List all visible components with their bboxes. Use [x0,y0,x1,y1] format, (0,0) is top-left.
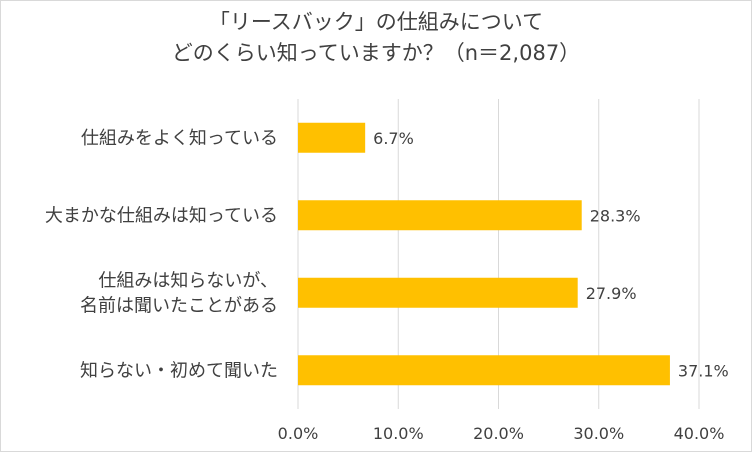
category-label: 名前は聞いたことがある [80,295,278,316]
x-tick-label: 40.0% [674,424,725,443]
bar [298,355,670,386]
bar [298,200,582,231]
category-label: 仕組みをよく知っている [81,128,278,149]
x-tick-label: 0.0% [278,424,319,443]
category-label: 大まかな仕組みは知っている [45,205,278,226]
x-tick-label: 20.0% [473,424,524,443]
data-label: 28.3% [590,206,641,225]
x-tick-label: 30.0% [573,424,624,443]
category-label: 仕組みは知らないが、 [98,270,278,291]
chart-title-line-1: 「リースバック」の仕組みについて [208,10,544,34]
bar [298,122,366,153]
data-label: 6.7% [373,129,414,148]
chart-title: 「リースバック」の仕組みについて どのくらい知っていますか？（n＝2,087） [1,7,751,69]
chart-title-line-2: どのくらい知っていますか？（n＝2,087） [171,41,581,65]
x-tick-label: 10.0% [373,424,424,443]
category-label: 知らない・初めて聞いた [80,360,278,381]
data-label: 27.9% [586,284,637,303]
data-label: 37.1% [678,361,729,380]
bar [298,277,578,308]
